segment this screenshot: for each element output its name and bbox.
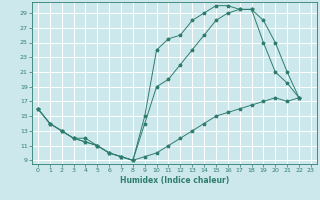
X-axis label: Humidex (Indice chaleur): Humidex (Indice chaleur) <box>120 176 229 185</box>
